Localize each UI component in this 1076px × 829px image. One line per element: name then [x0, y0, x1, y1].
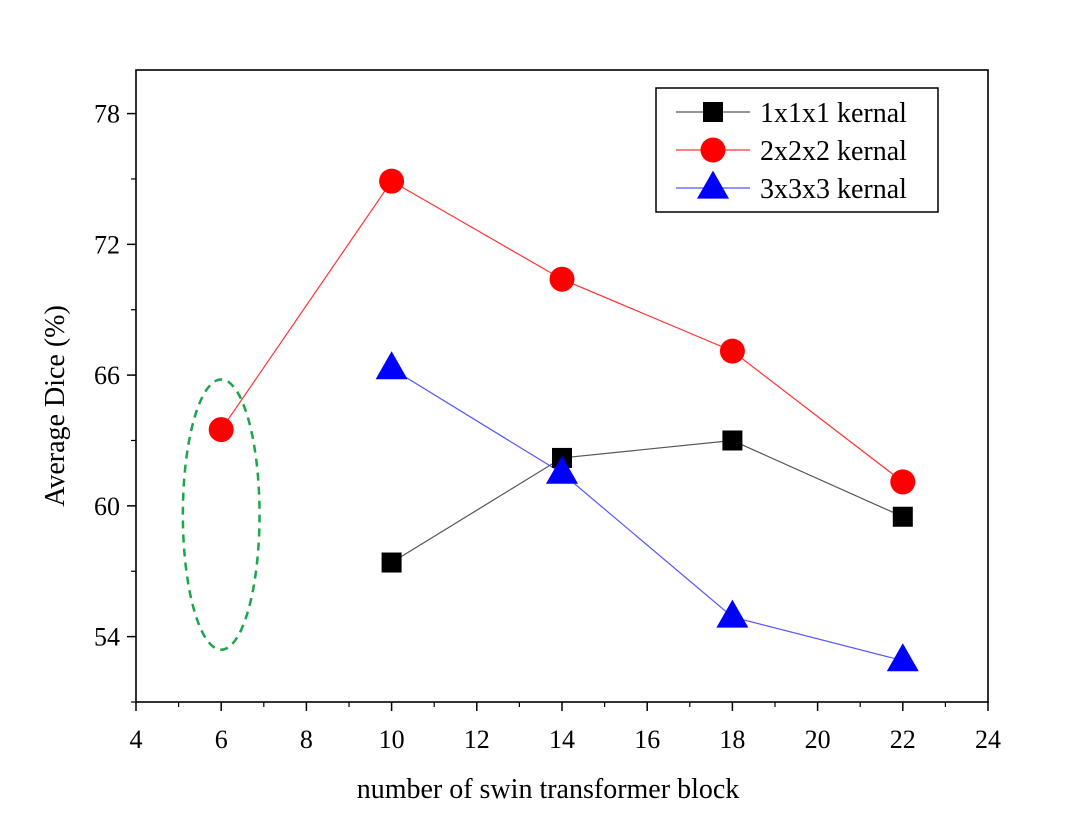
series-markers	[208, 168, 919, 672]
legend-label-1: 1x1x1 kernal	[760, 98, 907, 129]
y-tick-label: 60	[94, 492, 120, 521]
x-tick-label: 16	[634, 725, 660, 754]
highlight-ellipse-annotation	[181, 378, 261, 651]
x-tick-label: 24	[975, 725, 1001, 754]
y-tick-label: 72	[94, 230, 120, 259]
legend: 1x1x1 kernal 2x2x2 kernal 3x3x3 kernal	[655, 87, 939, 213]
legend-marker-1	[703, 102, 723, 122]
y-tick-label: 66	[94, 361, 120, 390]
x-tick-label: 12	[464, 725, 490, 754]
data-point-3-1	[375, 351, 408, 380]
legend-label-2: 2x2x2 kernal	[760, 136, 907, 167]
data-point-3-4	[886, 643, 919, 672]
data-point-3-2	[546, 455, 578, 484]
legend-marker-2	[700, 137, 726, 163]
x-tick-label: 10	[379, 725, 405, 754]
data-point-1-1	[381, 552, 402, 573]
x-tick-label: 22	[890, 725, 916, 754]
data-point-1-3	[722, 430, 743, 451]
x-tick-label: 8	[300, 725, 313, 754]
x-tick-label: 20	[805, 725, 831, 754]
data-point-2-1	[208, 417, 234, 443]
series-line-3	[391, 368, 903, 662]
x-tick-label: 6	[215, 725, 228, 754]
series-lines	[220, 180, 904, 662]
x-tick-label: 4	[130, 725, 143, 754]
data-point-2-2	[379, 168, 405, 194]
series-line-1	[391, 439, 904, 564]
legend-label-3: 3x3x3 kernal	[760, 174, 907, 205]
data-point-2-5	[890, 469, 916, 495]
x-tick-label: 18	[719, 725, 745, 754]
data-point-3-3	[716, 599, 749, 628]
x-tick-label: 14	[549, 725, 575, 754]
axes: 4 6 8 10 12 14 16 18 20 22 24 54 60 66 72 78 number of s…	[40, 69, 1001, 805]
annotations	[181, 378, 261, 651]
x-axis-title: number of swin transformer block	[357, 774, 740, 805]
data-point-2-3	[549, 266, 575, 292]
y-tick-label: 54	[94, 623, 120, 652]
series-line-2	[220, 180, 904, 483]
y-axis-title: Average Dice (%)	[40, 305, 71, 507]
data-point-1-4	[892, 506, 913, 527]
data-point-2-4	[719, 338, 745, 364]
legend-marker-3	[697, 170, 729, 199]
y-tick-label: 78	[94, 100, 120, 129]
